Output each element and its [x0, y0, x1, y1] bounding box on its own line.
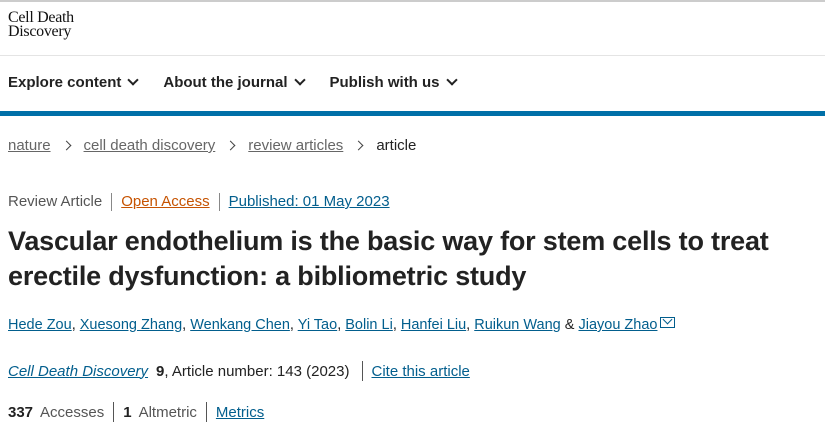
author-link[interactable]: Hanfei Liu	[400, 317, 467, 333]
header-divider	[0, 55, 825, 56]
breadcrumb-cell-death-discovery[interactable]: cell death discovery	[83, 137, 216, 154]
author-list: Hede Zou, Xuesong Zhang, Wenkang Chen, Y…	[8, 317, 676, 333]
author-link[interactable]: Wenkang Chen	[190, 317, 290, 333]
divider	[205, 402, 207, 422]
metrics-link[interactable]: Metrics	[215, 403, 265, 421]
divider	[113, 402, 115, 422]
nav-about-journal[interactable]: About the journal	[163, 74, 306, 91]
breadcrumb-review-articles[interactable]: review articles	[248, 137, 344, 154]
nav-explore-content[interactable]: Explore content	[8, 74, 140, 91]
author-link[interactable]: Bolin Li	[345, 317, 393, 333]
author-link[interactable]: Ruikun Wang	[474, 317, 561, 333]
separator: ,	[71, 317, 80, 333]
breadcrumb-article: article	[376, 137, 417, 154]
article-type: Review Article	[8, 193, 103, 210]
article-meta: Review Article Open Access Published: 01…	[8, 193, 399, 211]
separator: ,	[337, 317, 346, 333]
accent-bar	[0, 111, 825, 116]
volume: 9	[156, 362, 165, 380]
citation-line: Cell Death Discovery 9 , Article number:…	[8, 361, 470, 381]
separator: ,	[182, 317, 191, 333]
nav-label: Publish with us	[329, 74, 440, 91]
accesses-label: Accesses	[40, 403, 105, 421]
breadcrumb-nature[interactable]: nature	[8, 137, 51, 154]
divider	[361, 361, 363, 381]
altmetric-count: 1	[123, 403, 132, 421]
author-link[interactable]: Hede Zou	[8, 317, 72, 333]
logo-line-1: Cell Death	[8, 9, 74, 26]
chevron-right-icon	[61, 140, 71, 151]
email-icon[interactable]	[660, 317, 676, 328]
chevron-down-icon	[127, 74, 140, 86]
nav-label: Explore content	[8, 74, 122, 91]
cite-this-article-link[interactable]: Cite this article	[371, 362, 470, 380]
accesses-count: 337	[8, 403, 34, 421]
separator: ,	[392, 317, 401, 333]
chevron-right-icon	[353, 140, 364, 151]
journal-logo[interactable]: Cell Death Discovery	[8, 9, 74, 40]
author-link[interactable]: Yi Tao	[297, 317, 338, 333]
chevron-down-icon	[445, 74, 458, 86]
top-border	[0, 0, 825, 2]
chevron-down-icon	[293, 74, 306, 86]
separator: &	[564, 317, 579, 333]
open-access-link[interactable]: Open Access	[111, 193, 218, 211]
author-link[interactable]: Jiayou Zhao	[578, 317, 658, 333]
metrics-bar: 337 Accesses 1 Altmetric Metrics	[8, 402, 264, 422]
nav-label: About the journal	[163, 74, 288, 91]
article-title: Vascular endothelium is the basic way fo…	[8, 226, 769, 291]
article-number: , Article number: 143 (2023)	[164, 362, 350, 380]
author-link[interactable]: Xuesong Zhang	[79, 317, 183, 333]
chevron-right-icon	[225, 140, 236, 151]
separator: ,	[466, 317, 475, 333]
altmetric-label: Altmetric	[138, 403, 197, 421]
journal-link[interactable]: Cell Death Discovery	[8, 362, 149, 380]
published-date-link[interactable]: Published: 01 May 2023	[218, 193, 399, 211]
breadcrumb: nature cell death discovery review artic…	[8, 137, 416, 154]
separator: ,	[289, 317, 298, 333]
nav-publish-with-us[interactable]: Publish with us	[329, 74, 458, 91]
logo-line-2: Discovery	[8, 23, 72, 40]
main-nav: Explore content About the journal Publis…	[8, 74, 482, 91]
